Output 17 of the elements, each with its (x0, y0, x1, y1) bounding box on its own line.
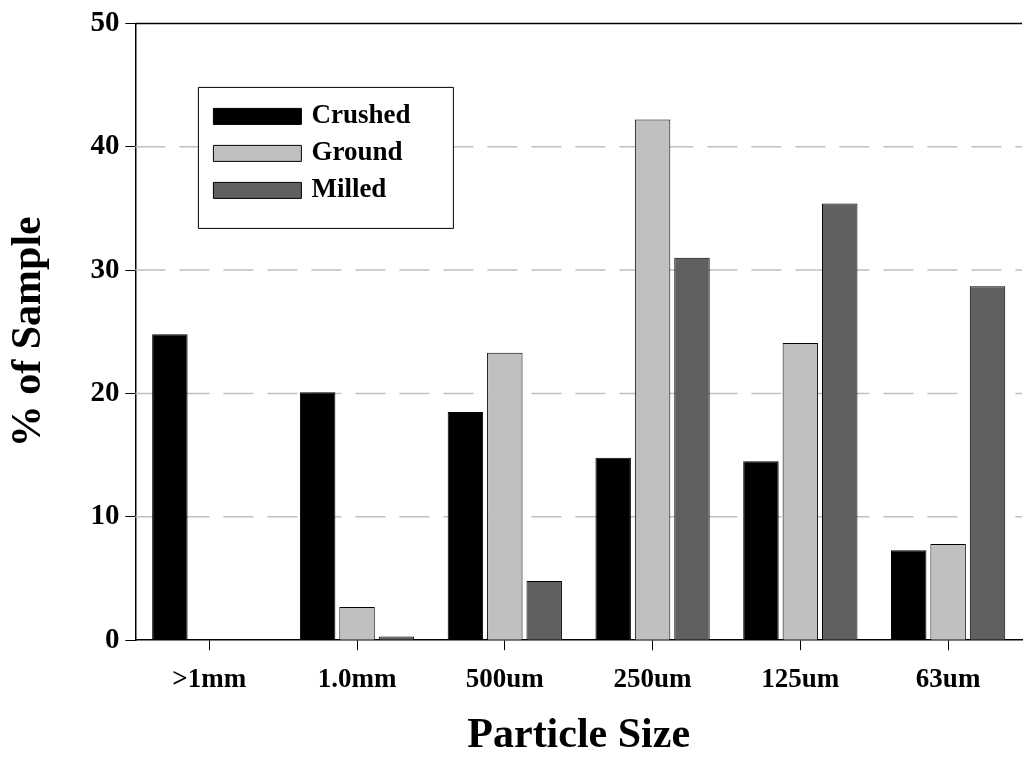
y-tick-label: 50 (90, 4, 120, 37)
y-tick-label: 30 (90, 251, 120, 284)
y-axis-title: % of Sample (3, 216, 50, 448)
x-tick-label: 500um (465, 663, 545, 694)
y-tick-label: 40 (90, 128, 120, 161)
y-tick-label: 20 (90, 374, 120, 407)
x-tick-label: >1mm (172, 663, 247, 694)
x-tick-label: 125um (761, 663, 840, 694)
y-tick-label: 0 (104, 621, 120, 654)
legend-label: Ground (311, 136, 403, 167)
x-tick-label: 250um (613, 663, 693, 694)
x-axis-title: Particle Size (467, 709, 691, 756)
y-tick-label: 10 (90, 498, 120, 531)
legend-label: Crushed (311, 99, 411, 130)
x-tick-label: 1.0mm (317, 663, 397, 694)
x-tick-label: 63um (915, 663, 981, 694)
legend-label: Milled (311, 173, 387, 204)
